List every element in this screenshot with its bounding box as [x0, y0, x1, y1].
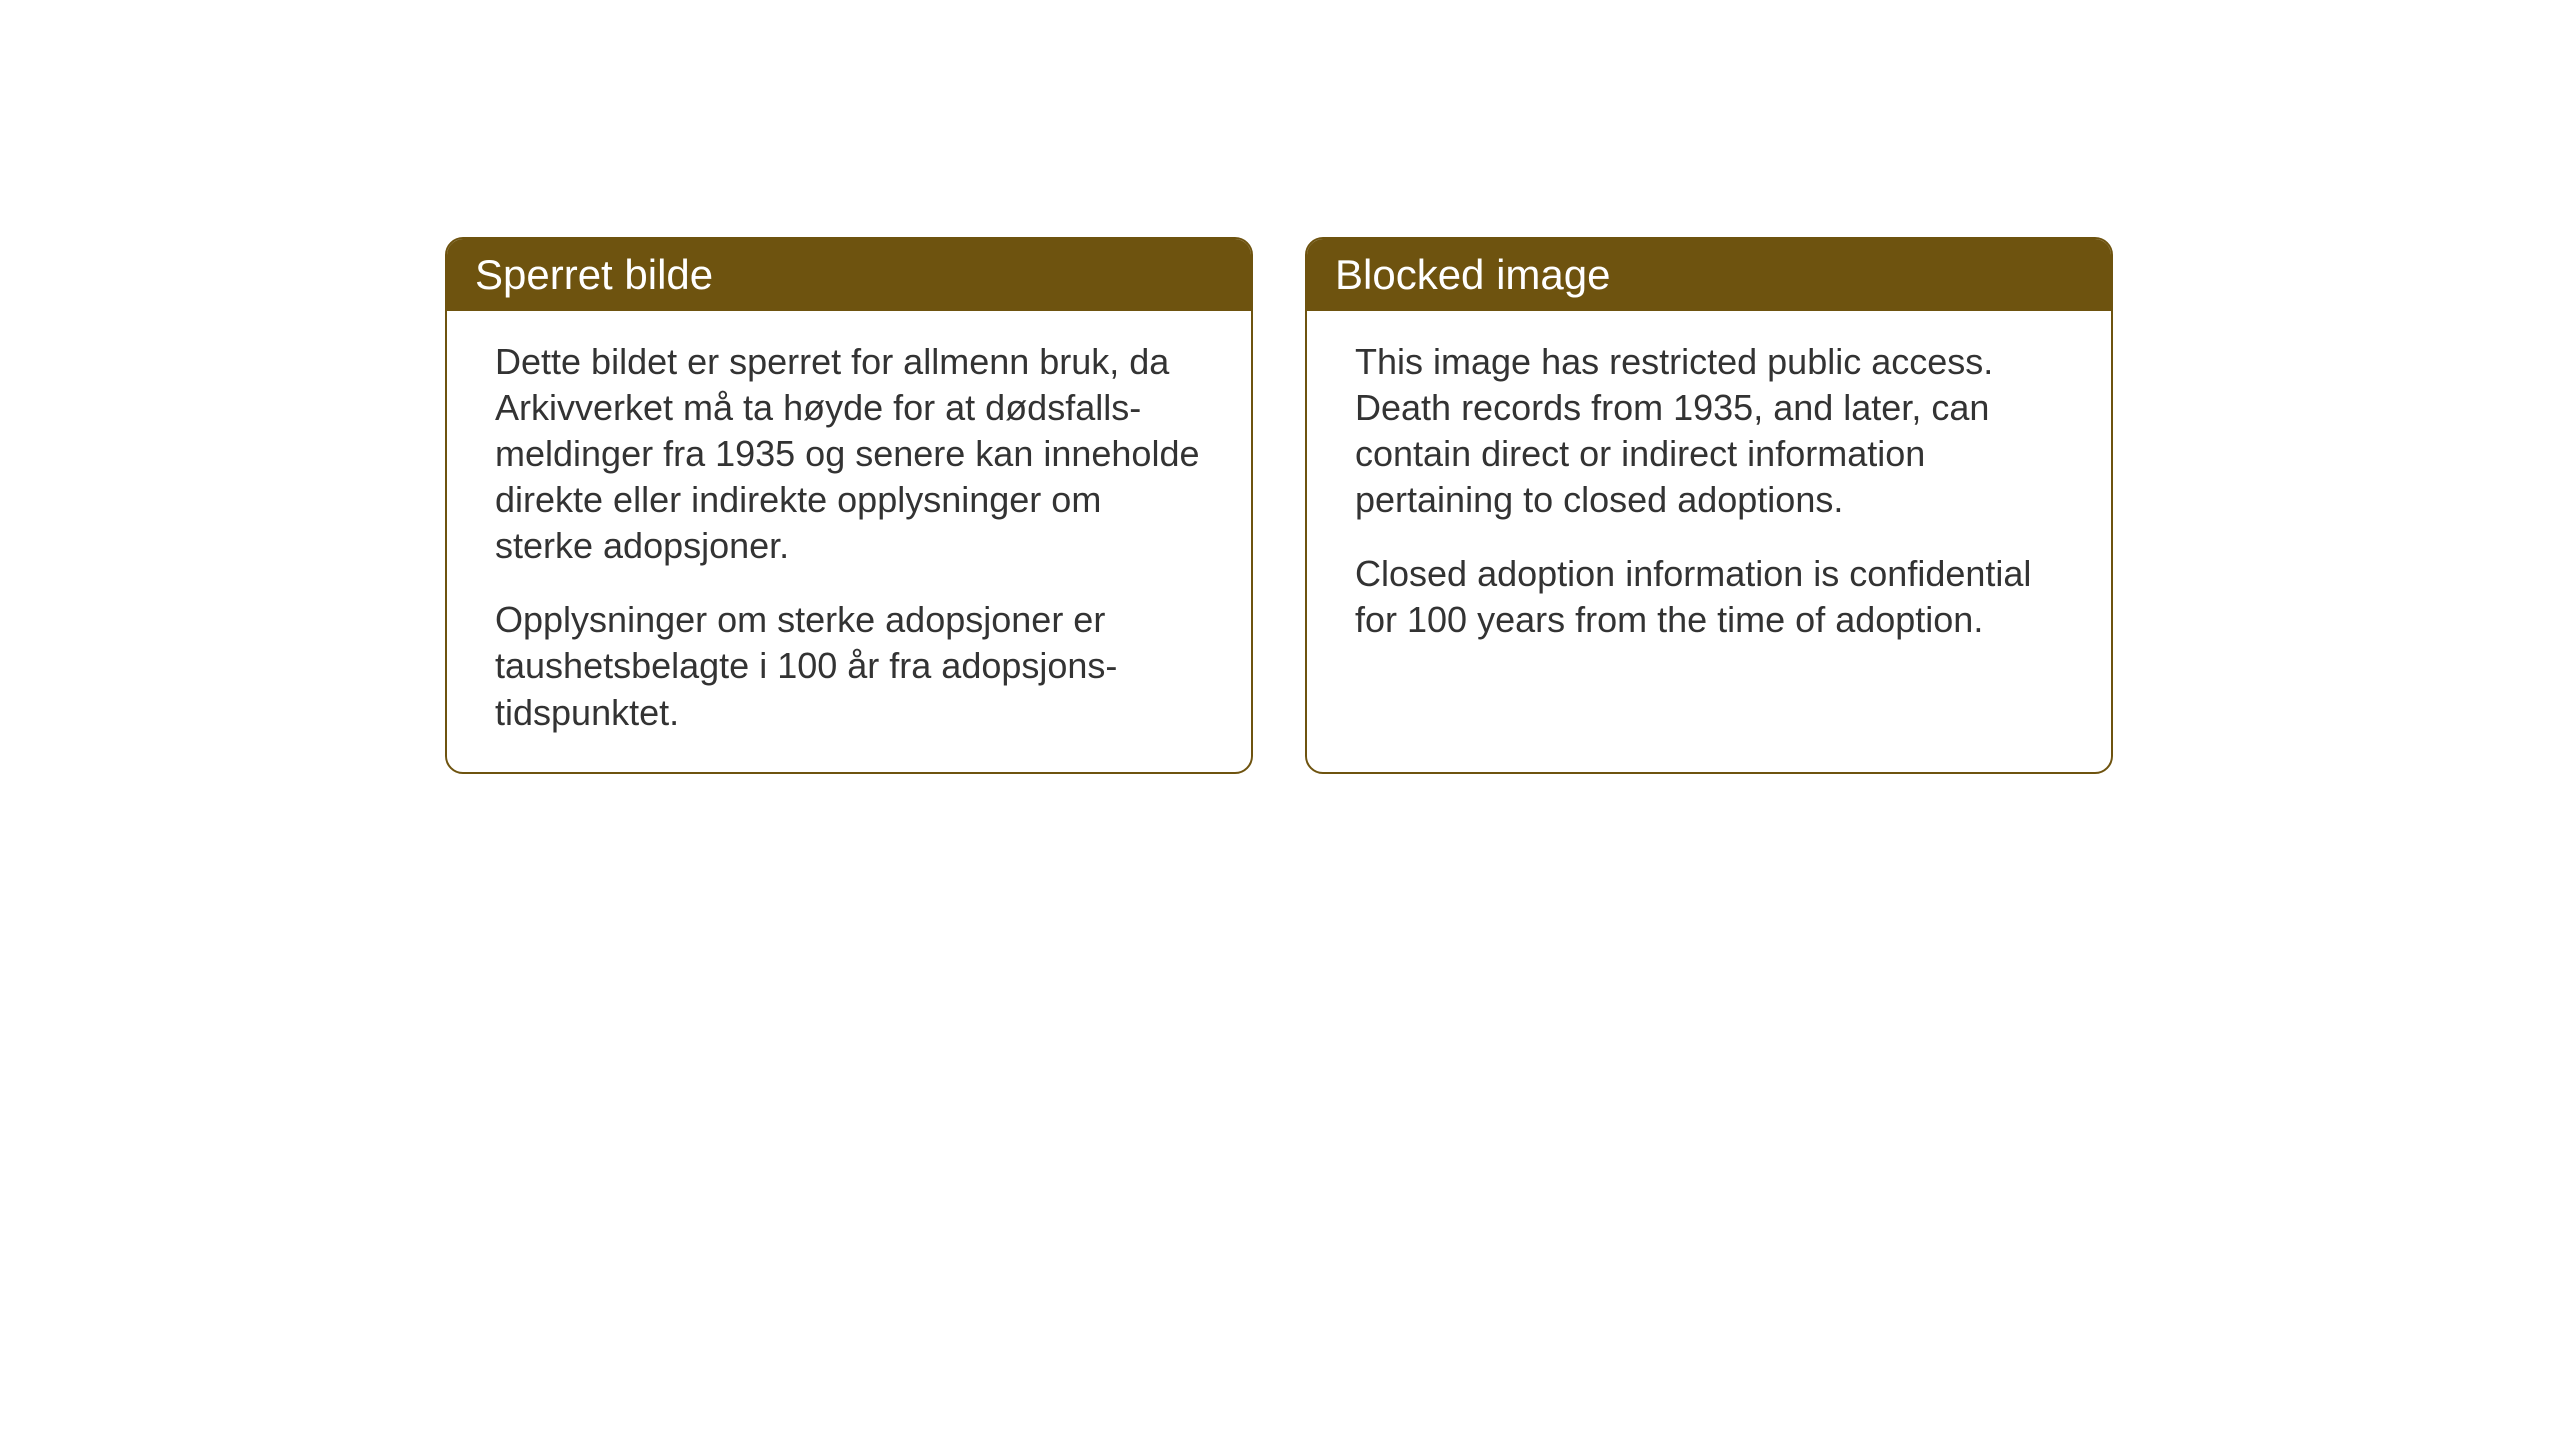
- card-norwegian-para1: Dette bildet er sperret for allmenn bruk…: [495, 339, 1203, 569]
- card-norwegian-header: Sperret bilde: [447, 239, 1251, 311]
- card-english-para2: Closed adoption information is confident…: [1355, 551, 2063, 643]
- cards-container: Sperret bilde Dette bildet er sperret fo…: [445, 237, 2113, 774]
- card-norwegian: Sperret bilde Dette bildet er sperret fo…: [445, 237, 1253, 774]
- card-english-body: This image has restricted public access.…: [1307, 311, 2111, 679]
- card-norwegian-body: Dette bildet er sperret for allmenn bruk…: [447, 311, 1251, 772]
- card-norwegian-para2: Opplysninger om sterke adopsjoner er tau…: [495, 597, 1203, 735]
- card-english-header: Blocked image: [1307, 239, 2111, 311]
- card-english: Blocked image This image has restricted …: [1305, 237, 2113, 774]
- card-english-para1: This image has restricted public access.…: [1355, 339, 2063, 523]
